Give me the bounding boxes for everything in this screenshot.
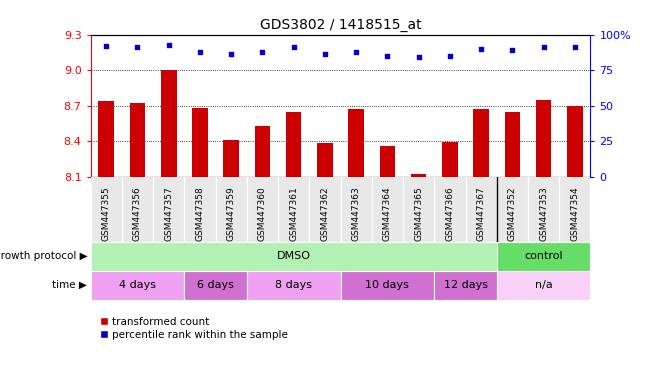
Text: GSM447358: GSM447358 [195, 187, 205, 241]
Text: GSM447352: GSM447352 [508, 187, 517, 241]
Text: GSM447355: GSM447355 [102, 187, 111, 241]
FancyBboxPatch shape [91, 271, 185, 300]
Text: GSM447359: GSM447359 [227, 187, 236, 241]
Bar [473, 109, 489, 177]
FancyBboxPatch shape [434, 271, 497, 300]
Bar [536, 100, 552, 177]
Bar [348, 109, 364, 177]
Bar [317, 144, 333, 177]
Text: 12 days: 12 days [444, 280, 488, 290]
Point [289, 44, 299, 50]
Bar [411, 174, 427, 177]
Bar [567, 106, 582, 177]
Text: time ▶: time ▶ [52, 280, 87, 290]
FancyBboxPatch shape [497, 271, 590, 300]
Point [257, 48, 268, 55]
Bar [442, 142, 458, 177]
FancyBboxPatch shape [91, 242, 497, 271]
Text: 8 days: 8 days [275, 280, 312, 290]
Bar [380, 146, 395, 177]
Bar [286, 111, 301, 177]
Bar [254, 126, 270, 177]
Title: GDS3802 / 1418515_at: GDS3802 / 1418515_at [260, 18, 421, 32]
Point [476, 46, 486, 52]
Text: DMSO: DMSO [276, 251, 311, 262]
FancyBboxPatch shape [247, 271, 340, 300]
Point [570, 44, 580, 50]
Point [413, 54, 424, 60]
Point [319, 51, 330, 58]
Text: GSM447363: GSM447363 [352, 187, 360, 241]
Bar [99, 101, 114, 177]
FancyBboxPatch shape [185, 271, 247, 300]
Point [132, 44, 143, 50]
Text: GSM447362: GSM447362 [321, 187, 329, 241]
Text: GSM447356: GSM447356 [133, 187, 142, 241]
Text: 10 days: 10 days [366, 280, 409, 290]
Bar [223, 140, 239, 177]
Bar [505, 111, 520, 177]
Text: GSM447360: GSM447360 [258, 187, 267, 241]
Point [444, 53, 455, 59]
Text: 6 days: 6 days [197, 280, 234, 290]
Text: 4 days: 4 days [119, 280, 156, 290]
Text: n/a: n/a [535, 280, 552, 290]
Bar [161, 70, 176, 177]
FancyBboxPatch shape [497, 242, 590, 271]
Text: GSM447366: GSM447366 [446, 187, 454, 241]
Point [507, 47, 518, 53]
Text: GSM447354: GSM447354 [570, 187, 579, 241]
FancyBboxPatch shape [340, 271, 434, 300]
Point [195, 48, 205, 55]
Point [382, 53, 393, 59]
Text: growth protocol ▶: growth protocol ▶ [0, 251, 87, 262]
Point [226, 51, 237, 58]
Point [101, 43, 111, 49]
Legend: transformed count, percentile rank within the sample: transformed count, percentile rank withi… [96, 313, 293, 344]
Text: GSM447364: GSM447364 [383, 187, 392, 241]
Text: GSM447353: GSM447353 [539, 187, 548, 241]
Text: GSM447365: GSM447365 [414, 187, 423, 241]
Point [538, 44, 549, 50]
Bar [130, 103, 145, 177]
Bar [192, 108, 208, 177]
Point [351, 48, 362, 55]
Point [163, 41, 174, 48]
Text: control: control [524, 251, 563, 262]
Text: GSM447367: GSM447367 [476, 187, 486, 241]
Text: GSM447357: GSM447357 [164, 187, 173, 241]
Text: GSM447361: GSM447361 [289, 187, 298, 241]
